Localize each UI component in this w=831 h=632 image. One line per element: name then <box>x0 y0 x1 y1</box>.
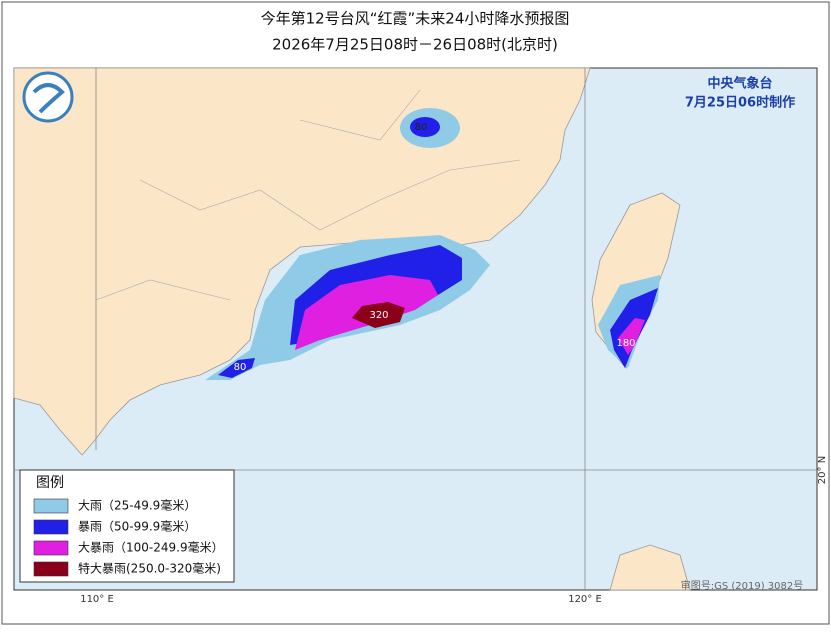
agency-name: 中央气象台 <box>707 76 772 92</box>
legend-title: 图例 <box>36 475 64 491</box>
legend-swatch <box>33 519 69 535</box>
legend-label: 大雨（25-49.9毫米） <box>78 498 196 513</box>
legend-swatch <box>33 498 69 514</box>
legend-label: 暴雨（50-99.9毫米） <box>78 519 196 534</box>
rain-area <box>218 358 255 378</box>
legend-label: 特大暴雨(250.0-320毫米) <box>78 561 221 576</box>
province-borders <box>95 89 521 301</box>
legend: 图例 大雨（25-49.9毫米） 暴雨（50-99.9毫米） 大暴雨（100-249… <box>19 469 235 583</box>
issue-time: 7月25日06时制作 <box>685 95 795 111</box>
lon-label: 120° E <box>568 594 602 605</box>
logo <box>22 71 74 123</box>
map-approval: 审图号:GS (2019) 3082号 <box>681 579 804 592</box>
title: 今年第12号台风“红霞”未来24小时降水预报图 <box>261 10 570 28</box>
rain-area <box>618 318 645 355</box>
subtitle: 2026年7月25日08时－26日08时(北京时) <box>272 36 558 54</box>
contour-label: 320 <box>369 310 388 321</box>
map: 80 320 80 180 中央气象台 7月25日06时制作 审图号:GS (2… <box>13 67 818 592</box>
legend-swatch <box>33 561 69 577</box>
contour-label: 180 <box>616 338 635 349</box>
lat-label: 20° N <box>817 456 828 484</box>
rain-area <box>352 302 405 328</box>
rain-area <box>410 117 440 137</box>
legend-swatch <box>33 540 69 556</box>
mainland <box>13 67 591 456</box>
lon-label: 110° E <box>80 594 114 605</box>
luzon <box>609 544 691 591</box>
logo-mark <box>32 83 65 114</box>
legend-label: 大暴雨（100-249.9毫米） <box>78 540 224 555</box>
contour-label: 80 <box>234 362 247 373</box>
contour-label: 80 <box>415 122 428 133</box>
